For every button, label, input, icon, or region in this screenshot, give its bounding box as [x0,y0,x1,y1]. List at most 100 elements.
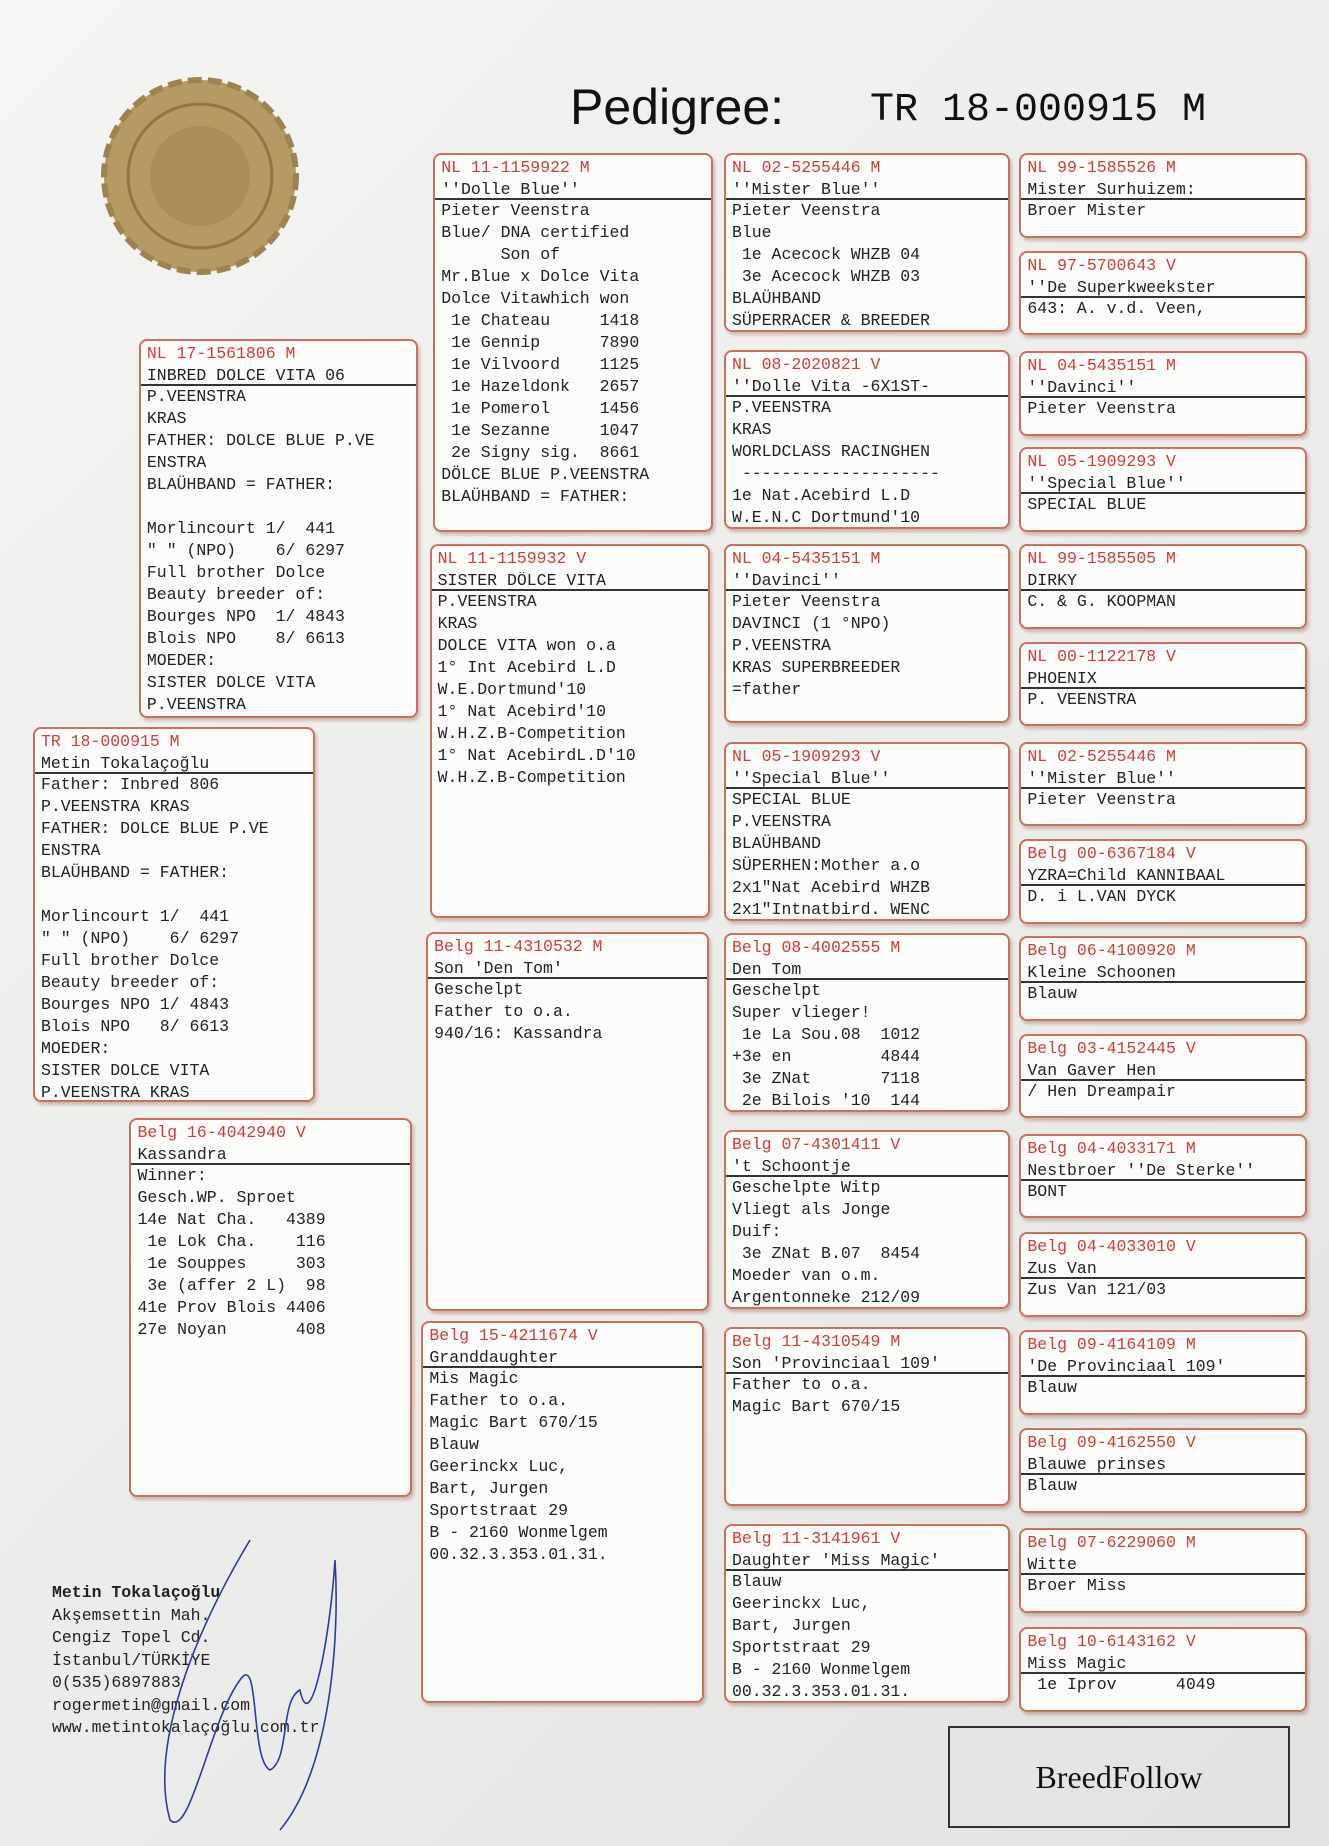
box-line: ENSTRA [146,453,207,473]
box-line: Bart, Jurgen [429,1478,549,1498]
pedigree-box: Belg 07-6229060 M Witte Broer Miss [1019,1527,1307,1613]
box-line: KRAS [146,409,187,429]
box-line: Blauw [429,1434,479,1454]
box-line: 643: A. v.d. Veen, [1027,298,1206,318]
box-line: DÖLCE BLUE P.VEENSTRA [441,465,650,485]
box-line: -------------------- [731,463,940,483]
box-line: 00.32.3.353.01.31. [731,1682,911,1702]
box-line: Broer Mister [1027,201,1147,221]
spacer [35,884,314,906]
box-line: Blois NPO 8/ 6613 [40,1017,230,1037]
pedigree-box: NL 11-1159932 V SISTER DÖLCE VITA P.VEENST… [429,543,710,919]
box-line: Full brother Dolce [40,951,220,971]
box-line: Pieter Veenstra [441,201,590,221]
ring-id: Belg 09-4164109 M [1027,1335,1196,1355]
bird-name: Metin Tokalaçoğlu [34,755,314,775]
signature-stroke [164,1539,337,1831]
ring-id: Belg 07-4301411 V [731,1135,901,1155]
pedigree-box: NL 05-1909293 V ''Special Blue'' SPECIAL B… [723,741,1010,921]
box-line: Full brother Dolce [146,563,326,583]
box-line: D. i L.VAN DYCK [1027,887,1176,907]
owner-address: Metin Tokalaçoğlu Akşemsettin Mah. Cengiz … [52,1582,319,1740]
ring-id: NL 04-5435151 M [1027,355,1176,375]
pedigree-box: TR 18-000915 M Metin Tokalaçoğlu Father: I… [32,727,316,1102]
bird-name: Witte [1021,1556,1305,1575]
pedigree-box: NL 08-2020821 V ''Dolle Vita -6X1ST- P.VEE… [723,349,1010,529]
box-line: +3e en 4844 [731,1047,921,1067]
pedigree-box: NL 04-5435151 M ''Davinci'' Pieter Veenstr… [1019,350,1307,436]
box-line: Geschelpte Witp [731,1178,881,1198]
ring-id: Belg 03-4152445 V [1027,1038,1196,1058]
bird-name: Kleine Schoonen [1021,964,1305,983]
box-line: Geschelpt [731,981,822,1001]
box-line: Blauw [731,1572,782,1592]
box-line: W.H.Z.B-Competition [437,723,626,743]
box-line: Father: Inbred 806 [40,775,220,795]
bird-name: ''De Superkweekster [1021,279,1305,298]
box-line: 3e Acecock WHZB 03 [731,267,921,287]
bird-name: Son 'Den Tom' [428,960,707,980]
box-line: " " (NPO) 6/ 6297 [40,929,239,949]
ring-id: NL 97-5700643 V [1027,255,1176,275]
pedigree-box: NL 00-1122178 V PHOENIX P. VEENSTRA [1019,641,1307,727]
box-line: P.VEENSTRA [731,811,831,831]
box-line: 1e Gennip 7890 [441,333,640,353]
pedigree-box: NL 17-1561806 M INBRED DOLCE VITA 06 P.VEE… [138,339,418,719]
box-line: 1° Int Acebird L.D [437,657,616,677]
bird-name: 'De Provinciaal 109' [1021,1358,1305,1378]
seal-ring [126,102,274,250]
bird-name: INBRED DOLCE VITA 06 [140,367,416,387]
box-line: P.VEENSTRA [437,591,537,611]
box-line: 00.32.3.353.01.31. [429,1544,608,1564]
ring-id: Belg 07-6229060 M [1027,1532,1196,1552]
bird-name: ''Mister Blue'' [725,181,1008,201]
box-line: 1e Lok Cha. 116 [137,1232,326,1252]
ring-id: NL 04-5435151 M [731,548,881,568]
box-line: Sportstraat 29 [731,1638,871,1658]
owner-line: Cengiz Topel Cd. [52,1628,211,1647]
box-line: =father [731,679,802,699]
pedigree-box: Belg 11-4310532 M Son 'Den Tom' Geschelpt F… [426,932,709,1312]
pedigree-box: Belg 09-4164109 M 'De Provinciaal 109' Bla… [1019,1330,1307,1415]
box-line: FATHER: DOLCE BLUE P.VE [146,431,375,451]
pedigree-box: NL 97-5700643 V ''De Superkweekster 643: A… [1019,250,1307,336]
pedigree-box: NL 04-5435151 M ''Davinci'' Pieter Veenstr… [723,543,1010,723]
ring-id: NL 08-2020821 V [731,354,881,374]
box-line: Argentonneke 212/09 [731,1288,921,1308]
box-line: 1e Chateau 1418 [441,311,640,331]
bird-name: ''Davinci'' [1021,379,1305,398]
box-line: Father to o.a. [731,1374,871,1394]
box-line: / Hen Dreampair [1027,1081,1176,1101]
ring-id: Belg 11-4310549 M [731,1331,901,1351]
box-line: KRAS [437,613,478,633]
box-line: SÜPERRACER & BREEDER [731,311,930,331]
box-line: Geerinckx Luc, [731,1594,871,1614]
box-line: WORLDCLASS RACINGHEN [731,441,930,461]
box-line: Moeder van o.m. [731,1266,881,1286]
box-line: 1e Sezanne 1047 [441,421,640,441]
box-line: 1° Nat Acebird'10 [437,701,606,721]
box-line: SÜPERHEN:Mother a.o [731,855,921,875]
bird-name: 't Schoontje [725,1158,1008,1178]
title: Pedigree: [570,79,785,135]
pedigree-box: Belg 06-4100920 M Kleine Schoonen Blauw [1019,935,1307,1021]
box-line: 2e Bilois '10 144 [731,1091,921,1111]
bird-name: Nestbroer ''De Sterke'' [1021,1162,1305,1181]
ring-id: NL 11-1159932 V [437,548,587,568]
ring-id: NL 05-1909293 V [1027,452,1176,472]
box-line: Winner: [137,1166,207,1186]
bird-name: Granddaughter [423,1349,702,1368]
ring-id: NL 05-1909293 V [731,746,881,766]
box-line: B - 2160 Wonmelgem [429,1522,608,1542]
box-line: 1e Souppes 303 [137,1254,326,1274]
ring-id: Belg 11-3141961 V [731,1529,901,1549]
box-line: 1e Pomerol 1456 [441,399,640,419]
box-line: Bourges NPO 1/ 4843 [40,995,230,1015]
box-line: Beauty breeder of: [40,973,220,993]
box-line: Blauw [1027,983,1077,1003]
box-line: 2x1"Nat Acebird WHZB [731,877,930,897]
pedigree-box: NL 11-1159922 M ''Dolle Blue'' Pieter Veen… [433,153,714,533]
box-line: MOEDER: [146,651,217,671]
box-line: Blue/ DNA certified [441,223,630,243]
pedigree-box: NL 99-1585526 M Mister Surhuizem: Broer Mi… [1019,153,1307,238]
